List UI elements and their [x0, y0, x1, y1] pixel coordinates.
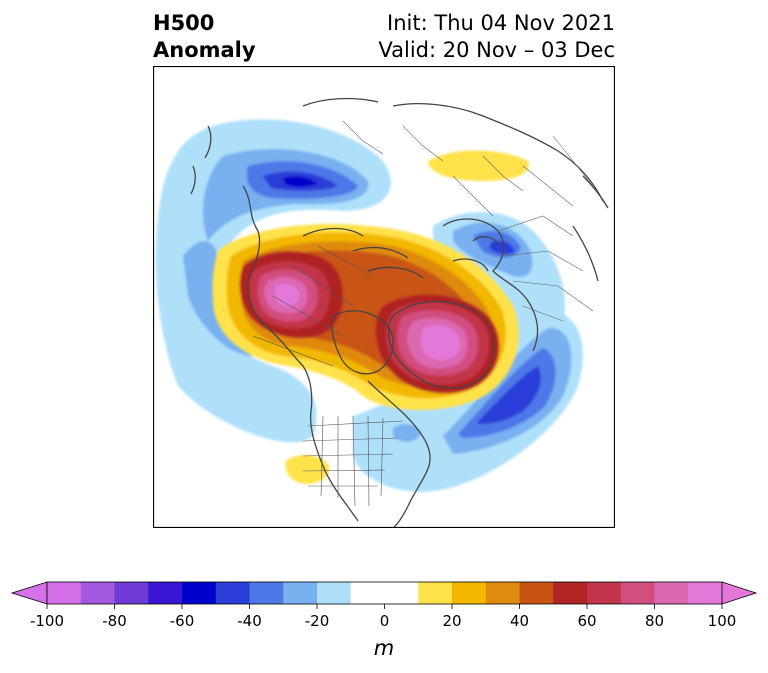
colorbar-segment [283, 582, 318, 604]
colorbar-tick-label: -60 [170, 612, 195, 630]
colorbar-extend-high [721, 581, 758, 605]
colorbar-segment [587, 582, 622, 604]
colorbar-segment [485, 582, 520, 604]
positive-anomaly-us-southwest [285, 454, 330, 484]
colorbar-segment [620, 582, 655, 604]
colorbar-segment [519, 582, 554, 604]
colorbar-tick-label: -100 [30, 612, 64, 630]
colorbar-tick-label: -20 [305, 612, 330, 630]
colorbar-extend-low [10, 581, 48, 605]
colorbar-segment [317, 582, 352, 604]
colorbar-segment [418, 582, 453, 604]
colorbar-tick-label: 20 [442, 612, 461, 630]
positive-anomaly-arctic-ridge [212, 223, 519, 411]
colorbar-unit-label: m [373, 636, 395, 660]
colorbar-segment [182, 582, 217, 604]
colorbar-tick-label: 0 [380, 612, 390, 630]
colorbar-tick-label: -80 [102, 612, 127, 630]
colorbar-segment [47, 582, 82, 604]
colorbar-segment [148, 582, 183, 604]
colorbar-ticks: -100 -80 -60 -40 -20 0 20 40 60 80 100 [30, 604, 736, 630]
colorbar-tick-label: -40 [237, 612, 262, 630]
colorbar-segment [215, 582, 250, 604]
colorbar-tick-label: 100 [708, 612, 737, 630]
colorbar-segment [553, 582, 588, 604]
state-borders [252, 245, 404, 507]
map-subtitle: Init: Thu 04 Nov 2021 Valid: 20 Nov – 03… [378, 10, 615, 64]
colorbar: -100 -80 -60 -40 -20 0 20 40 60 80 100 [10, 581, 758, 630]
map-title: H500 Anomaly [153, 10, 256, 64]
valid-range: Valid: 20 Nov – 03 Dec [378, 38, 615, 62]
colorbar-segment [80, 582, 115, 604]
colorbar-segments [10, 581, 758, 605]
title-line-2: Anomaly [153, 38, 256, 62]
colorbar-segment [688, 582, 723, 604]
colorbar-segment [114, 582, 149, 604]
colorbar-segment [654, 582, 689, 604]
colorbar-segment [249, 582, 284, 604]
init-date: Init: Thu 04 Nov 2021 [387, 11, 615, 35]
title-line-1: H500 [153, 11, 215, 35]
colorbar-tick-label: 80 [645, 612, 664, 630]
colorbar-segment [350, 582, 419, 604]
colorbar-tick-label: 60 [577, 612, 596, 630]
anomaly-map [153, 66, 615, 528]
country-borders [342, 120, 594, 322]
colorbar-tick-label: 40 [510, 612, 529, 630]
colorbar-segment [452, 582, 487, 604]
positive-anomaly-central-arctic [428, 150, 529, 181]
coastlines [190, 97, 609, 528]
